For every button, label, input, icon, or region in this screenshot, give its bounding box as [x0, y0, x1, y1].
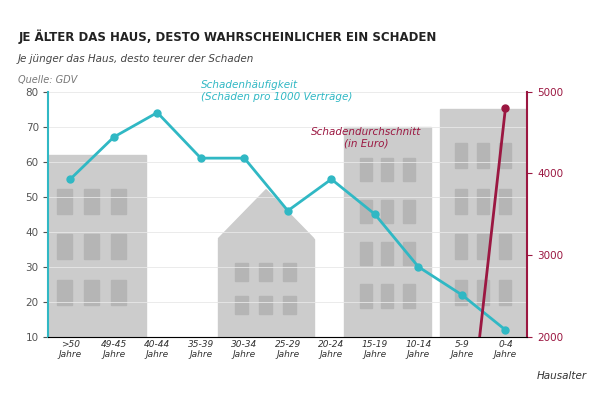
- Bar: [403, 158, 415, 181]
- Bar: [456, 280, 467, 305]
- Bar: [283, 296, 296, 314]
- Bar: [111, 189, 126, 214]
- Bar: [477, 189, 489, 214]
- Bar: [381, 285, 393, 307]
- Bar: [360, 285, 371, 307]
- Bar: [456, 189, 467, 214]
- Text: Je jünger das Haus, desto teurer der Schaden: Je jünger das Haus, desto teurer der Sch…: [18, 54, 255, 64]
- Bar: [56, 234, 72, 260]
- Bar: [477, 234, 489, 260]
- Bar: [403, 242, 415, 265]
- Bar: [456, 143, 467, 168]
- Bar: [403, 285, 415, 307]
- Bar: [344, 126, 431, 337]
- Bar: [56, 189, 72, 214]
- Bar: [84, 280, 99, 305]
- Bar: [499, 280, 511, 305]
- Bar: [84, 234, 99, 260]
- Text: Schadenhäufigkeit
(Schäden pro 1000 Verträge): Schadenhäufigkeit (Schäden pro 1000 Vert…: [201, 80, 352, 102]
- Bar: [477, 143, 489, 168]
- Bar: [360, 158, 371, 181]
- Bar: [381, 200, 393, 223]
- Bar: [499, 234, 511, 260]
- Text: JE ÄLTER DAS HAUS, DESTO WAHRSCHEINLICHER EIN SCHADEN: JE ÄLTER DAS HAUS, DESTO WAHRSCHEINLICHE…: [18, 29, 436, 44]
- Bar: [283, 263, 296, 281]
- Bar: [259, 263, 272, 281]
- Bar: [499, 189, 511, 214]
- Bar: [456, 234, 467, 260]
- Bar: [381, 242, 393, 265]
- Bar: [440, 109, 527, 337]
- Bar: [218, 239, 314, 337]
- Bar: [477, 280, 489, 305]
- Bar: [259, 296, 272, 314]
- Bar: [38, 155, 147, 337]
- Text: Schadendurchschnitt
(in Euro): Schadendurchschnitt (in Euro): [311, 127, 421, 149]
- Text: Hausalter: Hausalter: [537, 371, 587, 381]
- Text: Quelle: GDV: Quelle: GDV: [18, 75, 78, 85]
- Bar: [381, 158, 393, 181]
- Bar: [56, 280, 72, 305]
- Bar: [360, 200, 371, 223]
- Bar: [499, 143, 511, 168]
- Bar: [235, 263, 248, 281]
- Bar: [111, 234, 126, 260]
- Polygon shape: [218, 190, 314, 239]
- Bar: [360, 242, 371, 265]
- Bar: [235, 296, 248, 314]
- Bar: [403, 200, 415, 223]
- Bar: [84, 189, 99, 214]
- Bar: [111, 280, 126, 305]
